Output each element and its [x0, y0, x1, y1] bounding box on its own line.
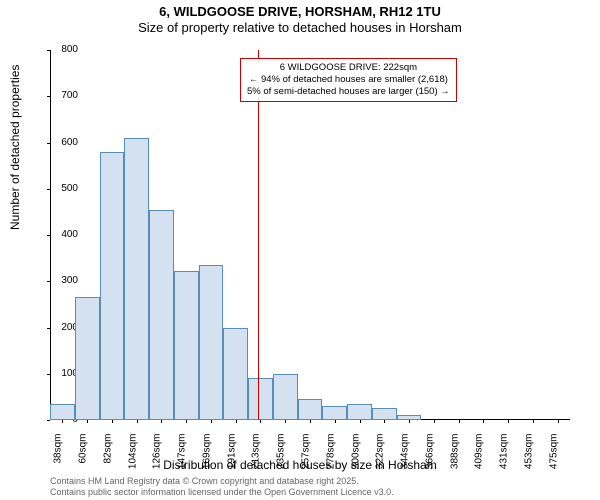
y-tick-mark [47, 143, 50, 144]
x-tick-label: 235sqm [276, 434, 287, 474]
annotation-box: 6 WILDGOOSE DRIVE: 222sqm ← 94% of detac… [240, 58, 457, 102]
x-tick-mark [533, 420, 534, 423]
x-tick-label: 475sqm [548, 434, 559, 474]
x-tick-label: 147sqm [177, 434, 188, 474]
x-tick-mark [508, 420, 509, 423]
y-tick-mark [47, 420, 50, 421]
x-tick-label: 60sqm [78, 434, 89, 474]
x-tick-mark [558, 420, 559, 423]
histogram-bar [298, 399, 323, 420]
x-tick-mark [112, 420, 113, 423]
x-tick-label: 213sqm [251, 434, 262, 474]
x-tick-label: 300sqm [350, 434, 361, 474]
x-tick-mark [310, 420, 311, 423]
histogram-bar [174, 271, 199, 420]
x-tick-label: 388sqm [449, 434, 460, 474]
x-tick-label: 344sqm [400, 434, 411, 474]
x-tick-mark [87, 420, 88, 423]
x-tick-mark [186, 420, 187, 423]
histogram-bar [248, 378, 273, 420]
y-tick-label: 300 [53, 275, 78, 286]
y-tick-mark [47, 50, 50, 51]
histogram-bar [75, 297, 100, 420]
x-tick-label: 431sqm [499, 434, 510, 474]
histogram-bar [149, 210, 174, 420]
x-tick-mark [211, 420, 212, 423]
x-tick-mark [62, 420, 63, 423]
y-tick-mark [47, 235, 50, 236]
y-tick-mark [47, 189, 50, 190]
histogram-bar [273, 374, 298, 420]
histogram-bar [347, 404, 372, 420]
x-tick-mark [335, 420, 336, 423]
histogram-bar [372, 408, 397, 420]
chart-title-sub: Size of property relative to detached ho… [0, 20, 600, 35]
reference-line [258, 50, 259, 420]
x-tick-label: 82sqm [102, 434, 113, 474]
y-tick-label: 800 [53, 44, 78, 55]
histogram-bar [223, 328, 248, 421]
histogram-bar [100, 152, 125, 420]
x-tick-label: 104sqm [127, 434, 138, 474]
footer-attribution: Contains HM Land Registry data © Crown c… [50, 476, 394, 498]
y-tick-label: 600 [53, 137, 78, 148]
y-axis-label: Number of detached properties [8, 65, 22, 230]
footer-line-1: Contains HM Land Registry data © Crown c… [50, 476, 394, 487]
x-tick-mark [409, 420, 410, 423]
y-tick-label: 500 [53, 183, 78, 194]
histogram-bar [322, 406, 347, 420]
x-tick-mark [360, 420, 361, 423]
annotation-line-3: 5% of semi-detached houses are larger (1… [247, 86, 450, 98]
x-tick-label: 191sqm [226, 434, 237, 474]
x-tick-label: 322sqm [375, 434, 386, 474]
x-tick-label: 409sqm [474, 434, 485, 474]
histogram-bar [199, 265, 224, 420]
x-tick-mark [384, 420, 385, 423]
y-tick-label: 700 [53, 90, 78, 101]
x-tick-mark [285, 420, 286, 423]
x-tick-label: 257sqm [301, 434, 312, 474]
y-tick-mark [47, 328, 50, 329]
x-tick-mark [483, 420, 484, 423]
x-tick-label: 126sqm [152, 434, 163, 474]
histogram-bar [50, 404, 75, 420]
histogram-bar [124, 138, 149, 420]
y-tick-mark [47, 96, 50, 97]
x-tick-mark [137, 420, 138, 423]
x-tick-label: 38sqm [53, 434, 64, 474]
x-tick-mark [161, 420, 162, 423]
x-tick-label: 453sqm [523, 434, 534, 474]
y-tick-mark [47, 281, 50, 282]
x-tick-label: 169sqm [201, 434, 212, 474]
x-tick-mark [459, 420, 460, 423]
chart-title-main: 6, WILDGOOSE DRIVE, HORSHAM, RH12 1TU [0, 4, 600, 19]
histogram-bar [397, 415, 422, 420]
y-tick-mark [47, 374, 50, 375]
annotation-line-2: ← 94% of detached houses are smaller (2,… [247, 74, 450, 86]
x-tick-mark [236, 420, 237, 423]
x-tick-label: 278sqm [325, 434, 336, 474]
x-tick-mark [434, 420, 435, 423]
footer-line-2: Contains public sector information licen… [50, 487, 394, 498]
annotation-line-1: 6 WILDGOOSE DRIVE: 222sqm [247, 62, 450, 74]
x-tick-mark [260, 420, 261, 423]
x-tick-label: 366sqm [424, 434, 435, 474]
y-tick-label: 400 [53, 229, 78, 240]
